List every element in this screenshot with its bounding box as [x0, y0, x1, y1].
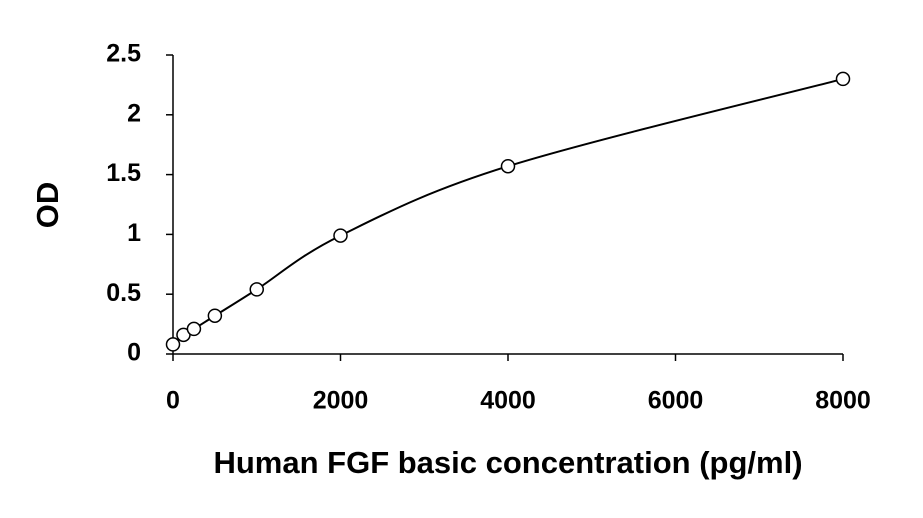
data-point: [207, 308, 223, 323]
y-tick-label: 0.5: [106, 279, 141, 307]
data-point: [249, 282, 264, 297]
y-tick-label: 1.5: [106, 159, 141, 187]
x-tick-label: 6000: [648, 387, 704, 415]
x-tick-label: 2000: [313, 387, 369, 415]
y-tick-label: 2: [127, 99, 141, 127]
data-point: [186, 321, 202, 337]
data-point: [835, 71, 851, 87]
x-tick-label: 0: [166, 387, 180, 415]
data-point: [500, 158, 516, 174]
y-tick-label: 0: [127, 339, 141, 367]
y-tick-label: 2.5: [106, 40, 141, 68]
data-point: [165, 337, 181, 352]
y-axis-title: OD: [30, 182, 65, 229]
x-tick-label: 8000: [815, 387, 871, 415]
y-tick-label: 1: [127, 219, 141, 247]
x-axis-title: Human FGF basic concentration (pg/ml): [213, 445, 802, 480]
data-point: [333, 228, 348, 243]
x-tick-label: 4000: [480, 387, 536, 415]
